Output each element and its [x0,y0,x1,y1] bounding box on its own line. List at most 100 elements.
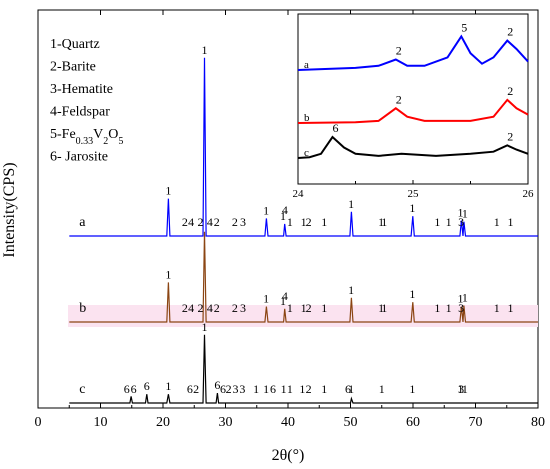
legend-text-part: O [108,127,118,142]
peak-label: 3 [239,382,245,396]
inset-x-tick-label: 26 [523,188,535,200]
inset-peak-label: 6 [333,121,339,135]
peak-label: 1 [508,215,514,229]
peak-label: 1 [409,201,415,215]
peak-label: 1 [378,301,384,315]
main-series-labels: a b c [79,215,86,397]
series-line-a [69,57,538,237]
x-tick-label: 0 [35,415,42,430]
peak-label: 1 [165,379,171,393]
peak-label: 1 [446,301,452,315]
inset-x-tick-label: 25 [408,188,420,200]
series-label-c: c [79,382,85,397]
x-tick-label: 10 [94,415,108,430]
peak-label: 1 [263,382,269,396]
peak-label: 1 [287,215,293,229]
x-tick-label: 50 [344,415,358,430]
legend-item: 3-Hematite [50,82,113,97]
legend-number: 3 [50,82,57,97]
main-series-group [68,57,538,404]
legend-subscript: 2 [103,136,108,147]
legend-item: 5-Fe0.33V2O5 [50,127,123,147]
inset-series-label-b: b [304,112,310,124]
peak-label: 1 [381,301,387,315]
peak-label: 6 [214,378,220,392]
legend-number: 2 [50,60,57,75]
inset-series-label-c: c [304,147,309,159]
peak-label: 1 [462,291,468,305]
peak-label: 2 [182,301,188,315]
peak-label: 3 [458,215,464,229]
legend-text: -Fe [57,127,76,142]
peak-label: 4 [188,215,194,229]
series-label-b: b [79,301,86,316]
legend-number: 6 [50,150,57,165]
legend-subscript: 5 [118,136,123,147]
peak-label: 2 [198,215,204,229]
inset-series-line-a [297,34,529,71]
peak-label: 6 [144,379,150,393]
peak-label: 1 [379,382,385,396]
peak-label: 6 [131,382,137,396]
inset-series-group [297,34,529,159]
peak-label: 1 [462,207,468,221]
x-axis-title: 2θ(°) [272,447,305,464]
peak-label: 1 [287,301,293,315]
x-tick-label: 60 [406,415,420,430]
inset-peak-label: 2 [507,25,513,39]
peak-label: 1 [321,301,327,315]
peak-label: 1 [281,382,287,396]
peak-label: 4 [207,301,213,315]
inset-x-tick-label: 24 [293,188,305,200]
legend-item: 6- Jarosite [50,150,108,165]
peak-label: 1 [434,215,440,229]
inset-peak-label: 2 [396,92,402,106]
peak-label: 1 [321,215,327,229]
peak-label: 1 [202,43,208,57]
peak-label: 1 [348,382,354,396]
peak-label: 4 [188,301,194,315]
peak-label: 6 [270,382,276,396]
peak-label: 3 [240,215,246,229]
legend-item: 2-Barite [50,60,96,75]
peak-label: 4 [282,203,288,217]
inset-x-axis-ticks: 24 25 26 [293,180,535,200]
peak-label: 6 [220,382,226,396]
legend-item: 1-Quartz [50,37,100,52]
peak-label: 1 [381,215,387,229]
peak-label: 3 [458,301,464,315]
series-line-c [69,334,538,404]
peak-label: 2 [182,215,188,229]
inset-series-line-b [297,98,529,124]
peak-label: 1 [263,203,269,217]
peak-label: 3 [458,382,464,396]
legend-number: 4 [50,105,57,120]
peak-label: 1 [494,301,500,315]
inset-series-line-c [297,135,529,159]
peak-label: 2 [306,382,312,396]
inset-peak-label: 2 [507,129,513,143]
peak-label: 1 [287,382,293,396]
inset-peak-label: 2 [507,84,513,98]
peak-label: 1 [301,215,307,229]
series-label-a: a [79,215,86,230]
peak-label: 2 [214,301,220,315]
legend-text: -Feldspar [57,105,110,120]
peak-label: 1 [409,287,415,301]
peak-label: 1 [165,267,171,281]
x-tick-label: 70 [469,415,483,430]
peak-label: 1 [280,209,286,223]
peak-label: 1 [202,320,208,334]
x-tick-label: 80 [531,415,545,430]
peak-label: 2 [193,382,199,396]
peak-label: 4 [207,215,213,229]
peak-label: 6 [345,382,351,396]
peak-label: 1 [321,382,327,396]
peak-label: 1 [508,301,514,315]
peak-label: 2 [232,215,238,229]
peak-label: 2 [214,215,220,229]
peak-label: 3 [240,301,246,315]
legend: 1-Quartz 2-Barite 3-Hematite 4-Feldspar 5 -Fe… [50,37,123,165]
peak-label: 1 [165,184,171,198]
